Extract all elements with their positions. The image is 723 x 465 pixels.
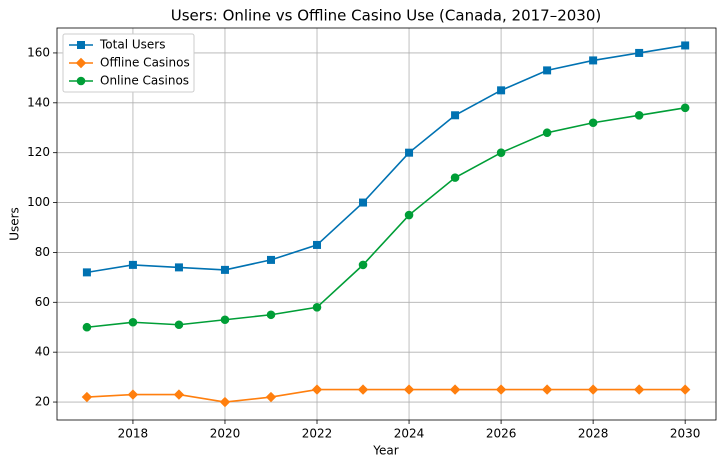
marker bbox=[174, 320, 184, 330]
marker bbox=[450, 173, 460, 182]
y-tick-label: 20 bbox=[35, 395, 50, 409]
legend-label: Offline Casinos bbox=[100, 56, 190, 70]
marker bbox=[128, 317, 138, 327]
x-axis-label: Year bbox=[372, 444, 398, 458]
series-line bbox=[86, 44, 686, 274]
marker bbox=[541, 384, 553, 395]
legend-box bbox=[62, 33, 195, 93]
marker bbox=[679, 384, 691, 395]
x-tick-label: 2030 bbox=[670, 427, 701, 441]
marker bbox=[589, 56, 598, 65]
marker bbox=[357, 384, 369, 395]
y-tick-label: 40 bbox=[35, 345, 50, 359]
marker bbox=[359, 198, 368, 207]
marker bbox=[174, 263, 183, 272]
y-tick-label: 60 bbox=[35, 295, 50, 309]
marker bbox=[82, 268, 91, 277]
marker bbox=[634, 110, 644, 120]
marker bbox=[403, 384, 415, 395]
marker bbox=[681, 41, 690, 50]
marker bbox=[680, 103, 690, 113]
marker bbox=[449, 384, 461, 395]
marker bbox=[496, 148, 506, 157]
y-tick-label: 100 bbox=[27, 195, 50, 209]
marker bbox=[588, 118, 598, 128]
marker bbox=[405, 148, 414, 157]
chart-title: Users: Online vs Offline Casino Use (Can… bbox=[171, 7, 601, 25]
marker bbox=[313, 240, 322, 249]
marker bbox=[173, 389, 185, 400]
marker bbox=[542, 128, 552, 138]
x-tick-label: 2026 bbox=[486, 427, 517, 441]
marker bbox=[311, 384, 323, 395]
marker bbox=[497, 86, 506, 95]
x-tick-label: 2028 bbox=[578, 427, 609, 441]
x-tick-label: 2022 bbox=[302, 427, 333, 441]
marker bbox=[543, 66, 552, 75]
marker bbox=[128, 260, 137, 269]
y-tick-label: 140 bbox=[27, 95, 50, 109]
y-tick-label: 80 bbox=[35, 245, 50, 259]
marker bbox=[82, 322, 92, 332]
marker bbox=[587, 384, 599, 395]
marker bbox=[220, 315, 230, 325]
marker bbox=[495, 384, 507, 395]
y-tick-label: 160 bbox=[27, 45, 50, 59]
marker bbox=[75, 57, 87, 69]
marker bbox=[219, 396, 231, 408]
marker bbox=[266, 310, 276, 320]
marker bbox=[81, 391, 93, 403]
marker bbox=[404, 210, 414, 220]
y-axis-label: Users bbox=[8, 207, 22, 241]
series-line bbox=[86, 107, 686, 329]
plot-frame bbox=[56, 27, 717, 421]
marker bbox=[265, 391, 277, 403]
legend-label: Online Casinos bbox=[100, 74, 189, 88]
marker bbox=[220, 265, 229, 274]
marker bbox=[127, 389, 139, 400]
legend: Total Users Offline Casinos Online Casinos bbox=[62, 33, 195, 93]
marker bbox=[635, 48, 644, 57]
marker bbox=[76, 76, 86, 86]
marker bbox=[633, 384, 645, 395]
marker bbox=[312, 302, 322, 312]
marker bbox=[266, 255, 275, 264]
legend-label: Total Users bbox=[99, 38, 165, 52]
series-line bbox=[86, 388, 686, 403]
marker bbox=[451, 111, 460, 120]
x-tick-label: 2018 bbox=[118, 427, 149, 441]
x-tick-label: 2024 bbox=[394, 427, 425, 441]
marker bbox=[77, 41, 85, 49]
y-tick-label: 120 bbox=[27, 145, 50, 159]
marker bbox=[358, 260, 368, 270]
x-tick-label: 2020 bbox=[210, 427, 241, 441]
